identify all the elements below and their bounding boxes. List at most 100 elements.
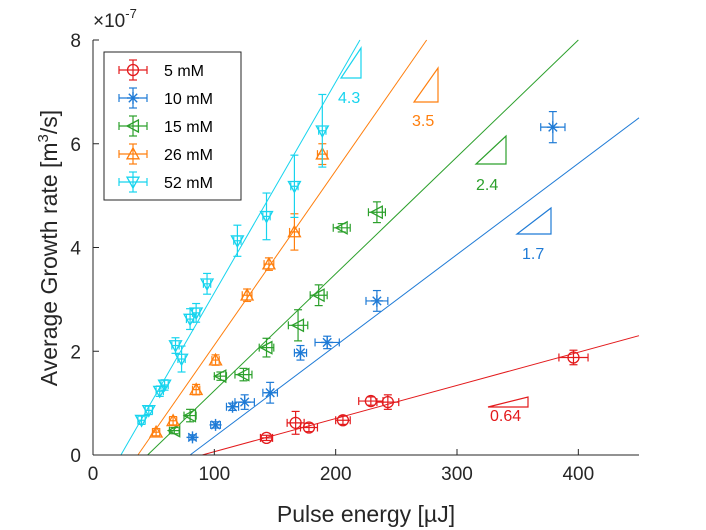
data-point-group bbox=[182, 408, 197, 423]
legend-items: 5 mM 10 mM 15 mM 26 mM 52 mM bbox=[118, 59, 213, 193]
data-point-group bbox=[208, 352, 223, 366]
exponent-value: -7 bbox=[125, 6, 137, 21]
data-point-marker bbox=[182, 408, 197, 423]
data-point-marker bbox=[294, 346, 307, 359]
legend-marker-group bbox=[118, 87, 148, 109]
data-point-marker bbox=[186, 431, 199, 444]
data-point-group bbox=[286, 410, 305, 435]
data-point-marker bbox=[208, 352, 223, 366]
y-tick-label: 0 bbox=[70, 446, 81, 467]
exponent-prefix: ×10 bbox=[93, 11, 125, 32]
legend-entry: 52 mM bbox=[118, 171, 213, 193]
data-point-group bbox=[213, 369, 228, 384]
data-point-marker bbox=[311, 288, 325, 303]
y-exponent: ×10-7 bbox=[93, 6, 137, 32]
data-point-marker bbox=[369, 205, 383, 220]
data-point-marker bbox=[230, 235, 245, 249]
legend-entry: 26 mM bbox=[118, 143, 213, 165]
data-point-group bbox=[293, 344, 308, 361]
data-point-marker bbox=[236, 367, 250, 382]
fit-line bbox=[202, 335, 640, 456]
data-point-marker bbox=[189, 382, 204, 396]
data-point-marker bbox=[370, 294, 383, 307]
data-point-marker bbox=[166, 423, 181, 438]
data-point-marker bbox=[336, 414, 350, 427]
slope-triangle bbox=[412, 66, 439, 103]
slope-label: 3.5 bbox=[412, 113, 434, 130]
x-tick-label: 400 bbox=[562, 464, 594, 485]
data-point-group bbox=[287, 309, 309, 342]
slope-triangle bbox=[487, 396, 529, 408]
y-ticks: 0 2 4 6 8 bbox=[70, 31, 99, 467]
data-point-group bbox=[234, 394, 255, 410]
data-point-group bbox=[358, 394, 384, 408]
data-point-marker bbox=[302, 421, 316, 434]
data-point-marker bbox=[199, 278, 215, 292]
slope-label: 2.4 bbox=[476, 177, 498, 194]
data-point-marker bbox=[260, 431, 273, 445]
data-point-group bbox=[165, 413, 181, 427]
x-tick-label: 100 bbox=[198, 464, 230, 485]
legend-entry: 5 mM bbox=[118, 59, 204, 81]
data-point-group bbox=[365, 289, 389, 312]
data-point-group bbox=[314, 335, 340, 350]
data-point-group bbox=[259, 431, 274, 445]
data-point-group bbox=[376, 394, 400, 410]
y-tick-label: 2 bbox=[70, 342, 81, 363]
data-point-marker bbox=[315, 125, 330, 139]
data-point-group bbox=[259, 192, 274, 241]
data-point-group bbox=[315, 93, 330, 168]
data-point-marker bbox=[134, 414, 149, 428]
slope-triangle bbox=[474, 134, 507, 165]
data-point-marker bbox=[287, 224, 302, 238]
data-point-group bbox=[258, 337, 275, 358]
data-point-marker bbox=[213, 369, 227, 384]
data-point-group bbox=[540, 110, 566, 144]
data-point-marker bbox=[141, 404, 156, 418]
data-point-group bbox=[166, 423, 181, 438]
x-tick-label: 300 bbox=[441, 464, 473, 485]
legend-marker bbox=[125, 176, 141, 190]
data-point-group bbox=[141, 404, 156, 418]
data-point-group bbox=[186, 431, 199, 444]
data-point-marker bbox=[165, 413, 181, 427]
data-point-marker bbox=[546, 121, 559, 134]
data-point-group bbox=[309, 284, 328, 307]
legend-marker bbox=[127, 92, 139, 104]
y-label-main: Average Growth rate [m bbox=[36, 142, 62, 386]
legend-label: 5 mM bbox=[164, 63, 204, 80]
data-point-group bbox=[287, 213, 302, 251]
data-point-group bbox=[332, 220, 351, 235]
data-point-group bbox=[209, 418, 222, 431]
data-point-marker bbox=[381, 395, 394, 409]
data-point-marker bbox=[239, 287, 255, 301]
data-point-marker bbox=[238, 396, 251, 409]
x-tick-label: 200 bbox=[320, 464, 352, 485]
data-points bbox=[134, 93, 589, 445]
data-point-marker bbox=[152, 385, 167, 399]
data-point-group bbox=[262, 381, 279, 404]
data-point-group bbox=[335, 414, 351, 427]
legend-entry: 10 mM bbox=[118, 87, 213, 109]
data-point-marker bbox=[321, 336, 334, 349]
data-point-marker bbox=[259, 210, 274, 224]
legend-entry: 15 mM bbox=[118, 115, 213, 137]
fit-line bbox=[189, 117, 640, 456]
legend-marker bbox=[125, 118, 140, 134]
data-point-group bbox=[239, 287, 255, 303]
data-point-group bbox=[367, 201, 387, 224]
x-ticks: 0 100 200 300 400 bbox=[88, 449, 594, 485]
data-point-marker bbox=[259, 340, 273, 355]
data-point-group bbox=[225, 400, 240, 413]
legend-label: 10 mM bbox=[164, 91, 213, 108]
slope-triangle bbox=[515, 206, 552, 235]
slope-label: 1.7 bbox=[522, 246, 544, 263]
data-point-group bbox=[230, 224, 245, 257]
data-point-group bbox=[168, 337, 183, 354]
data-point-group bbox=[299, 421, 319, 434]
data-point-marker bbox=[567, 351, 580, 364]
data-point-marker bbox=[157, 379, 172, 393]
data-point-group bbox=[174, 345, 189, 373]
legend: 5 mM 10 mM 15 mM 26 mM 52 mM bbox=[103, 51, 242, 201]
x-axis-label: Pulse energy [µJ] bbox=[277, 501, 455, 527]
